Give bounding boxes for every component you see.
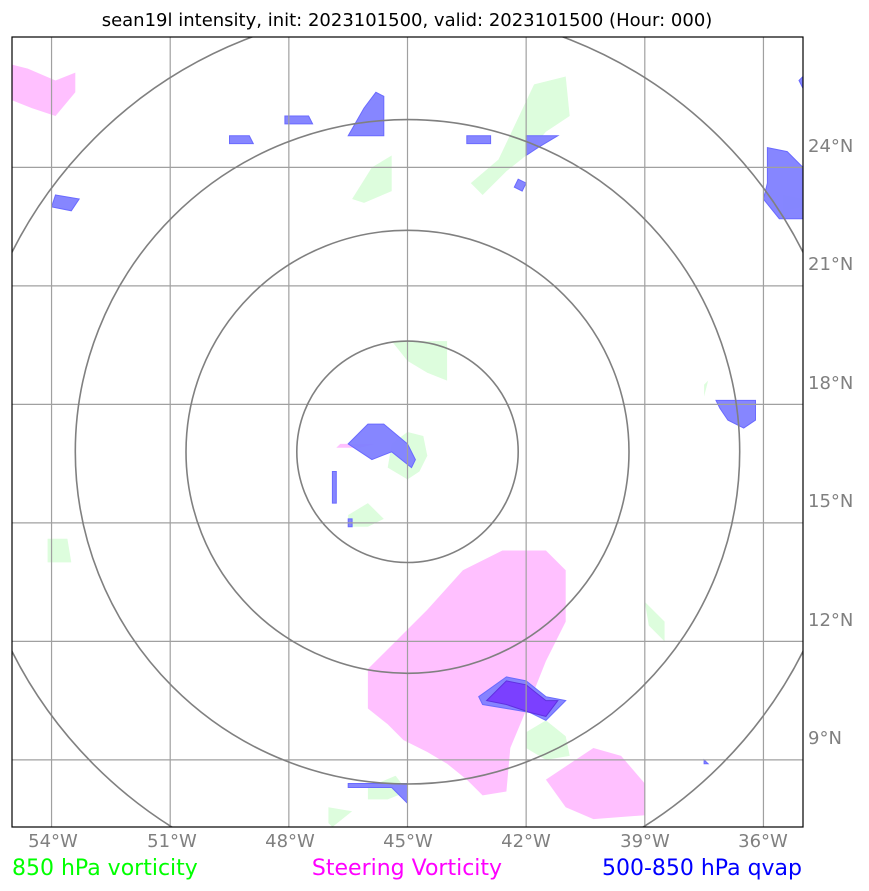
lat-label: 18°N (808, 373, 853, 394)
lat-label: 24°N (808, 136, 853, 157)
qvap-area (466, 135, 492, 145)
map-frame (11, 36, 804, 828)
lon-label: 54°W (28, 831, 78, 852)
lon-label: 42°W (501, 831, 551, 852)
vorticity-850-area (328, 807, 353, 827)
range-ring (185, 229, 630, 675)
qvap-area (798, 75, 803, 89)
map-plot-area (12, 37, 803, 827)
lat-lon-gridlines (12, 37, 803, 827)
lat-label: 21°N (808, 254, 853, 275)
vorticity-850-area (348, 503, 384, 527)
vorticity-850-area (391, 341, 448, 381)
legend-vorticity-850: 850 hPa vorticity (12, 856, 198, 881)
longitude-labels: 54°W 51°W 48°W 45°W 42°W 39°W 36°W (28, 831, 788, 852)
lat-label: 9°N (808, 728, 842, 749)
steering-vorticity-area (545, 748, 645, 820)
qvap-area (284, 115, 314, 125)
legend: 850 hPa vorticity Steering Vorticity 500… (12, 856, 802, 881)
legend-steering-vorticity: Steering Vorticity (312, 856, 502, 881)
qvap-area (513, 178, 527, 192)
lat-label: 15°N (808, 491, 853, 512)
vorticity-850-area (704, 380, 709, 397)
qvap-area (347, 423, 416, 469)
vorticity-850-area (470, 76, 570, 195)
figure-title: sean19l intensity, init: 2023101500, val… (102, 10, 713, 31)
lon-label: 36°W (738, 831, 788, 852)
vorticity-850-area (47, 538, 72, 563)
qvap-area (331, 471, 337, 504)
overlap-layer (485, 680, 559, 717)
range-ring (295, 340, 519, 564)
vorticity-850-area (526, 720, 570, 760)
steering-vorticity-area (367, 550, 566, 796)
qvap-area (703, 758, 710, 765)
overlap-area (485, 680, 559, 717)
lon-label: 39°W (620, 831, 670, 852)
qvap-area (229, 135, 255, 145)
legend-qvap: 500-850 hPa qvap (602, 856, 802, 881)
range-ring (74, 118, 741, 785)
qvap-area (715, 399, 756, 429)
qvap-area (50, 194, 81, 212)
lon-label: 48°W (265, 831, 315, 852)
range-rings (12, 37, 803, 827)
vorticity-850-area (644, 601, 665, 642)
lon-label: 51°W (147, 831, 197, 852)
latitude-labels: 24°N 21°N 18°N 15°N 12°N 9°N (808, 136, 853, 749)
lat-label: 12°N (808, 610, 853, 631)
steering-vorticity-area (12, 64, 76, 116)
qvap-area (347, 91, 385, 137)
lon-label: 45°W (383, 831, 433, 852)
